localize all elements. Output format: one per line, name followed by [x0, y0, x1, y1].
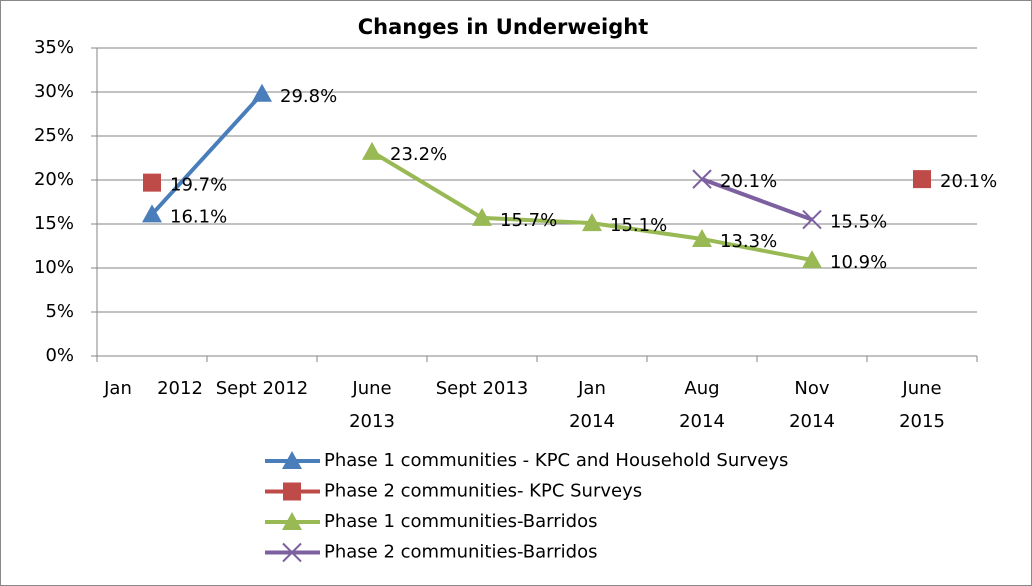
y-tick-label: 15%: [34, 213, 74, 234]
legend-label: Phase 2 communities- KPC Surveys: [324, 481, 642, 502]
data-point: [362, 141, 382, 160]
data-point: [143, 173, 161, 192]
y-tick-label: 30%: [34, 81, 74, 102]
data-point: [142, 204, 162, 223]
data-label: 16.1%: [170, 206, 227, 227]
data-label: 19.7%: [170, 175, 227, 196]
data-point: [582, 213, 602, 232]
x-tick-label: Jan 2012: [103, 378, 203, 399]
legend-label: Phase 1 communities-Barridos: [324, 511, 597, 532]
legend-label: Phase 1 communities - KPC and Household …: [324, 450, 788, 471]
x-tick-label: Sept 2013: [436, 378, 529, 399]
data-label: 15.1%: [610, 215, 667, 236]
data-label: 15.5%: [830, 212, 887, 233]
data-label: 13.3%: [720, 231, 777, 252]
data-label: 20.1%: [940, 171, 997, 192]
y-tick-label: 20%: [34, 169, 74, 190]
y-tick-label: 0%: [45, 345, 74, 366]
y-tick-label: 35%: [34, 37, 74, 58]
series-line: [701, 177, 813, 222]
x-tick-label: June 2015: [899, 378, 945, 432]
data-point: [252, 83, 272, 102]
chart-title: Changes in Underweight: [358, 15, 649, 39]
data-label: 10.9%: [830, 252, 887, 273]
legend-marker: [282, 451, 302, 469]
data-point: [802, 209, 822, 230]
legend-marker: [283, 482, 301, 501]
data-label: 29.8%: [280, 86, 337, 107]
legend-marker: [282, 542, 302, 563]
legend-marker: [282, 512, 302, 530]
x-tick-label: June 2013: [349, 378, 395, 432]
x-tick-label: Aug 2014: [679, 378, 725, 432]
data-point: [913, 170, 931, 189]
x-tick-label: Nov 2014: [789, 378, 835, 432]
data-point: [802, 250, 822, 269]
y-tick-label: 5%: [45, 301, 74, 322]
x-tick-label: Sept 2012: [216, 378, 309, 399]
data-point: [692, 169, 712, 189]
data-point: [692, 228, 712, 247]
series-line: [150, 92, 264, 216]
data-point: [472, 207, 492, 226]
data-label: 15.7%: [500, 210, 557, 231]
x-tick-label: Jan 2014: [569, 378, 615, 432]
y-tick-label: 25%: [34, 125, 74, 146]
data-label: 23.2%: [390, 144, 447, 165]
legend-label: Phase 2 communities-Barridos: [324, 542, 597, 563]
data-label: 20.1%: [720, 171, 777, 192]
y-tick-label: 10%: [34, 257, 74, 278]
